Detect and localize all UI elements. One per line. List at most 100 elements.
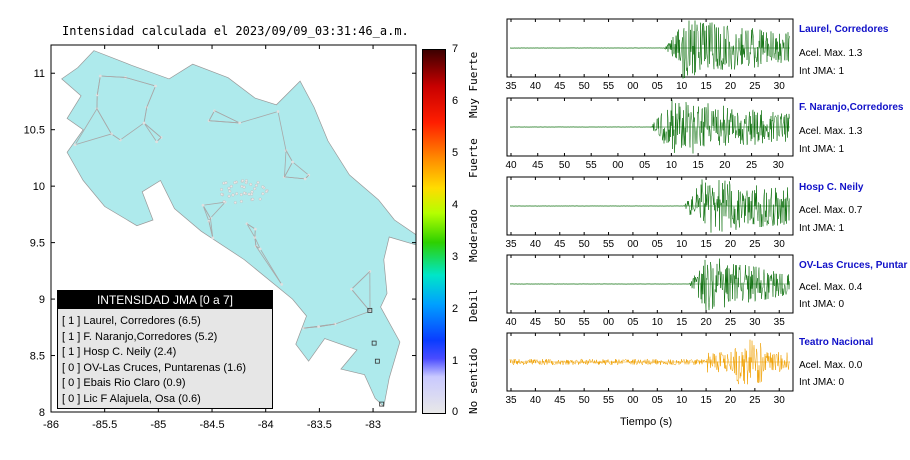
town-marker	[228, 189, 232, 193]
road	[146, 85, 156, 108]
waveform-tick-label: 25	[725, 317, 737, 328]
road	[255, 245, 282, 285]
road	[239, 111, 279, 124]
road	[125, 77, 156, 87]
x-tick-label: -86	[43, 419, 59, 431]
waveform-tick-label: 50	[554, 317, 566, 328]
road	[277, 111, 287, 151]
y-tick-label: 10.5	[24, 125, 45, 137]
station-intensity: Int JMA: 0	[799, 377, 845, 388]
waveform-tick-label: 15	[676, 317, 688, 328]
road	[208, 110, 215, 121]
waveform-tick-label: 25	[749, 239, 761, 250]
town-marker	[155, 140, 159, 144]
legend-item: [ 1 ] Laurel, Corredores (6.5)	[62, 315, 201, 327]
road	[285, 150, 293, 163]
x-tick-label: -85	[150, 419, 166, 431]
intensity-legend: INTENSIDAD JMA [0 a 7] [ 1 ] Laurel, Cor…	[57, 290, 273, 409]
town-marker	[227, 186, 231, 190]
town-marker	[258, 247, 262, 251]
waveform-tick-label: 45	[530, 317, 542, 328]
town-marker	[247, 192, 251, 196]
station-marker	[379, 401, 385, 407]
town-marker	[220, 192, 224, 196]
waveform-trace	[509, 20, 790, 79]
legend-title: INTENSIDAD JMA [0 a 7]	[58, 291, 272, 309]
y-tick-label: 8	[39, 407, 45, 419]
waveform-trace	[509, 99, 790, 154]
colorbar-tick: 0	[452, 406, 459, 418]
waveform-tick-label: 10	[652, 317, 664, 328]
waveform-tick-label: 50	[579, 239, 591, 250]
colorbar-tick: 2	[452, 303, 459, 315]
town-marker	[231, 193, 235, 197]
y-tick-label: 11	[34, 68, 45, 80]
road	[143, 122, 157, 142]
waveform-tick-label: 30	[774, 395, 786, 406]
waveform-tick-label: 45	[554, 395, 566, 406]
waveform-tick-label: 00	[627, 81, 639, 92]
town-marker	[253, 235, 257, 239]
waveform-tick-label: 55	[603, 81, 615, 92]
station-marker	[371, 340, 377, 346]
waveform-panel: 40 45 50 55 00 05 10 15 20 25 30 35	[505, 254, 794, 328]
town-marker	[227, 194, 231, 198]
town-marker	[256, 180, 260, 184]
town-marker	[98, 74, 102, 78]
road	[202, 205, 210, 222]
town-marker	[154, 84, 157, 88]
town-marker	[291, 160, 294, 164]
colorbar-tick: 1	[452, 355, 459, 367]
waveform-tick-label: 35	[505, 239, 517, 250]
waveform-trace	[510, 179, 790, 233]
waveform-tick-label: 00	[612, 160, 624, 171]
town-marker	[211, 236, 215, 240]
legend-item: [ 0 ] OV-Las Cruces, Puntarenas (1.6)	[62, 361, 247, 374]
legend-item: [ 0 ] Ebais Rio Claro (0.9)	[62, 377, 186, 389]
town-marker	[276, 110, 280, 113]
waveform-tick-label: 50	[579, 81, 591, 92]
road	[284, 176, 306, 180]
waveform-tick-label: 15	[701, 81, 713, 92]
waveform-tick-label: 45	[532, 160, 544, 171]
map-frame	[50, 44, 417, 413]
town-marker	[249, 182, 253, 186]
waveform-tick-label: 05	[652, 239, 664, 250]
station-name: OV-Las Cruces, Puntar	[799, 260, 908, 271]
road	[96, 75, 101, 95]
legend-item: [ 1 ] Hosp C. Neily (2.4)	[62, 346, 177, 358]
waveform-tick-label: 35	[505, 395, 517, 406]
x-tick-label: -83	[365, 419, 381, 431]
station-marker	[374, 358, 380, 364]
town-marker	[254, 183, 258, 187]
waveform-tick-label: 30	[774, 239, 786, 250]
town-marker	[238, 121, 242, 125]
road	[202, 205, 211, 219]
town-marker	[229, 184, 233, 188]
waveform-trace	[509, 258, 790, 311]
road	[96, 108, 112, 135]
y-tick-label: 9.5	[30, 238, 45, 250]
waveform-tick-label: 30	[773, 160, 785, 171]
town-marker	[253, 187, 257, 191]
waveform-tick-label: 00	[603, 317, 615, 328]
waveform-panel: 35 40 45 50 55 00 05 10 15 20 25 30	[505, 332, 794, 406]
town-marker	[258, 197, 262, 201]
town-marker	[233, 201, 237, 205]
town-marker	[350, 287, 353, 291]
road	[214, 110, 240, 124]
road	[120, 122, 145, 141]
waveform-tick-label: 10	[676, 81, 688, 92]
legend-item: [ 1 ] F. Naranjo,Corredores (5.2)	[62, 330, 218, 343]
waveform-tick-label: 40	[530, 395, 542, 406]
waveform-tick-label: 05	[652, 81, 664, 92]
y-tick-label: 10	[33, 181, 45, 193]
station-accel: Acel. Max. 1.3	[799, 48, 863, 59]
road	[111, 133, 121, 141]
station-accel: Acel. Max. 0.7	[799, 205, 863, 216]
road	[284, 161, 293, 178]
x-tick-label: -85.5	[92, 419, 117, 431]
station-intensity: Int JMA: 1	[799, 223, 845, 234]
waveform-tick-label: 50	[559, 160, 571, 171]
road-network	[73, 74, 385, 407]
